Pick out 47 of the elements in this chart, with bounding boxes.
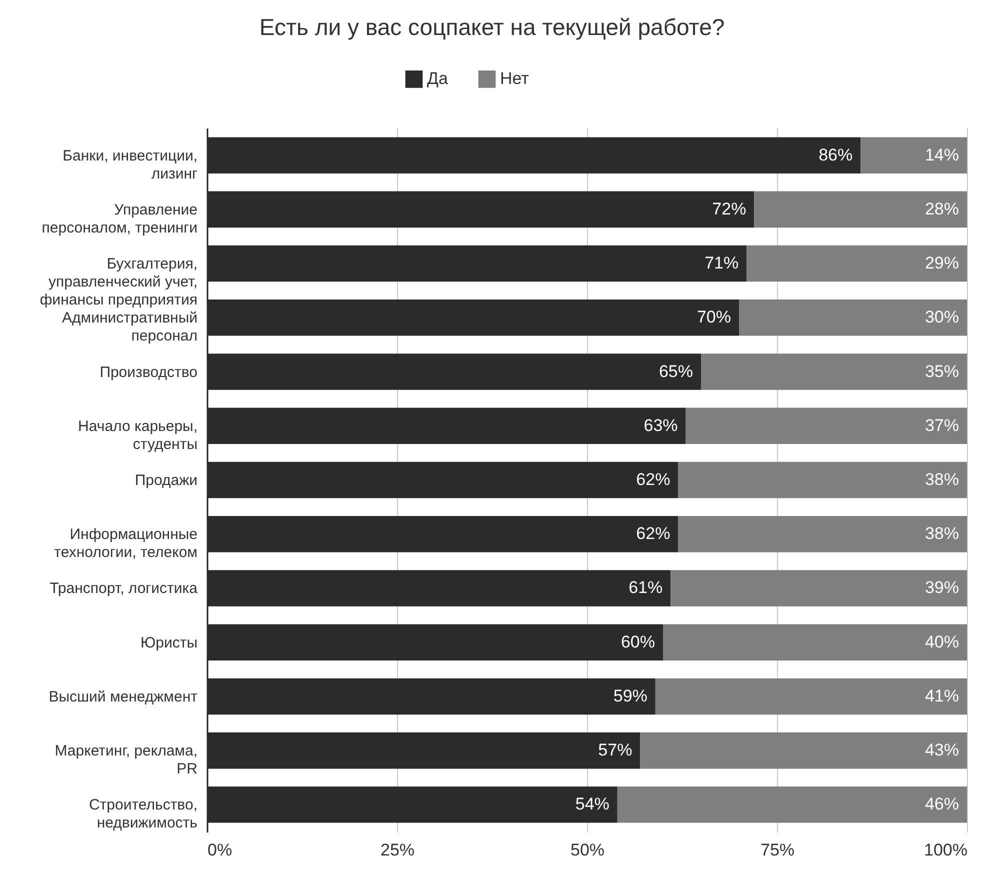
y-tick-label: Административный персонал: [62, 310, 198, 345]
y-tick-label: Производство: [100, 364, 198, 381]
data-label: 61%: [628, 578, 663, 598]
data-label: 72%: [712, 199, 746, 218]
x-tick-label: 0%: [208, 840, 232, 860]
data-label: 60%: [620, 632, 655, 652]
y-tick-label: Юристы: [140, 634, 198, 652]
data-label: 57%: [598, 740, 632, 760]
chart-title: Есть ли у вас соцпакет на текущей работе?: [259, 14, 725, 40]
y-tick-label: Транспорт, логистика: [50, 580, 198, 598]
y-tick-label: Высший менеджмент: [48, 688, 198, 706]
y-tick-label: Начало карьеры, студенты: [78, 418, 198, 453]
y-tick-label: Банки, инвестиции, лизинг: [62, 147, 198, 182]
data-label: 39%: [924, 578, 959, 598]
data-label: 43%: [924, 740, 959, 760]
data-label: 28%: [924, 199, 959, 218]
x-tick-label: 50%: [570, 840, 605, 860]
data-label: 62%: [636, 470, 670, 489]
legend-label: Да: [427, 69, 449, 88]
data-label: 41%: [924, 686, 959, 706]
y-tick-label: Бухгалтерия, управленческий учет, финансы предприятия: [40, 256, 198, 309]
legend-label: Нет: [500, 69, 530, 88]
data-label: 86%: [818, 145, 853, 164]
data-label: 65%: [658, 362, 693, 381]
data-label: 38%: [924, 470, 959, 489]
data-label: 71%: [704, 254, 739, 273]
y-tick-label: Управление персоналом, тренинги: [42, 201, 198, 236]
data-label: 63%: [644, 416, 678, 435]
data-label: 29%: [924, 254, 959, 273]
x-tick-label: 75%: [760, 840, 795, 860]
x-tick-label: 25%: [380, 840, 415, 860]
data-label: 40%: [924, 632, 959, 652]
y-tick-label: Продажи: [134, 472, 198, 489]
data-label: 54%: [575, 794, 610, 814]
data-label: 37%: [924, 416, 959, 435]
data-label: 59%: [613, 686, 648, 706]
data-label: 30%: [924, 308, 959, 327]
data-label: 35%: [924, 362, 959, 381]
y-tick-label: Маркетинг, реклама, PR: [54, 742, 198, 778]
data-label: 70%: [696, 308, 731, 327]
y-tick-label: Строительство, недвижимость: [88, 796, 198, 832]
x-tick-label: 100%: [924, 840, 968, 860]
y-tick-label: Информационные технологии, телеком: [54, 526, 198, 562]
data-label: 38%: [924, 524, 959, 544]
data-label: 46%: [924, 794, 959, 814]
data-label: 14%: [924, 145, 959, 164]
data-label: 62%: [636, 524, 670, 544]
